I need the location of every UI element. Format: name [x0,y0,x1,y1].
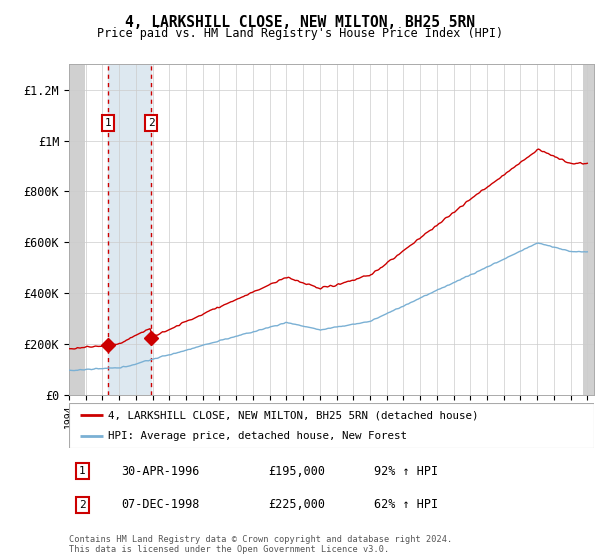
Text: 2: 2 [79,500,86,510]
Text: 92% ↑ HPI: 92% ↑ HPI [373,465,437,478]
Text: HPI: Average price, detached house, New Forest: HPI: Average price, detached house, New … [109,431,407,441]
Bar [69,64,85,395]
Text: £195,000: £195,000 [269,465,325,478]
Text: 1: 1 [104,118,112,128]
Text: 62% ↑ HPI: 62% ↑ HPI [373,498,437,511]
Text: 1: 1 [79,466,86,476]
Text: 4, LARKSHILL CLOSE, NEW MILTON, BH25 5RN: 4, LARKSHILL CLOSE, NEW MILTON, BH25 5RN [125,15,475,30]
Text: Price paid vs. HM Land Registry's House Price Index (HPI): Price paid vs. HM Land Registry's House … [97,27,503,40]
Text: 4, LARKSHILL CLOSE, NEW MILTON, BH25 5RN (detached house): 4, LARKSHILL CLOSE, NEW MILTON, BH25 5RN… [109,410,479,421]
Bar [108,64,151,395]
Text: 07-DEC-1998: 07-DEC-1998 [121,498,200,511]
Bar [583,64,594,395]
Text: Contains HM Land Registry data © Crown copyright and database right 2024.
This d: Contains HM Land Registry data © Crown c… [69,535,452,554]
Text: 30-APR-1996: 30-APR-1996 [121,465,200,478]
Text: £225,000: £225,000 [269,498,325,511]
Text: 2: 2 [148,118,155,128]
FancyBboxPatch shape [69,403,594,448]
